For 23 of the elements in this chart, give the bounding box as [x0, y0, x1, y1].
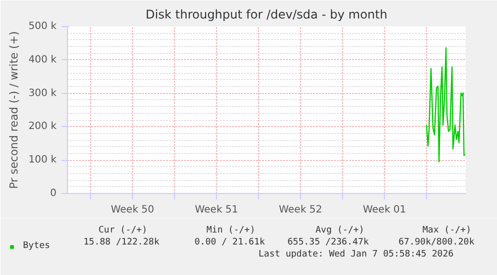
y-tick-label: 500 k	[28, 21, 57, 32]
chart-title: Disk throughput for /dev/sda - by month	[146, 8, 388, 22]
y-tick-label: 0	[50, 188, 57, 199]
text: 15.88 /122.28k	[84, 238, 160, 248]
text: Cur (-/+)	[98, 226, 148, 236]
text: 0.00 / 21.61k	[194, 238, 266, 248]
y-axis-title: Pr second read (-) / write (+)	[7, 31, 20, 189]
x-tick-label: Week 50	[110, 204, 154, 216]
line-series	[426, 47, 466, 162]
y-tick-label: 400 k	[28, 54, 57, 66]
y-tick-label: 200 k	[28, 121, 57, 132]
x-tick-label: Week 51	[194, 204, 238, 216]
text: Avg (-/+)	[316, 226, 364, 236]
legend-label: Bytes	[23, 241, 50, 251]
text: Min (-/+)	[206, 226, 256, 236]
y-tick-label: 100 k	[28, 154, 57, 166]
x-tick-label: Week 52	[278, 204, 322, 216]
text: Max (-/+)	[422, 226, 472, 236]
text: Last update: Wed Jan 7 05:58:45 2026	[258, 250, 454, 260]
text: 655.35 /236.47k	[288, 238, 370, 248]
x-tick-label: Week 01	[362, 204, 406, 216]
text: 67.90k/800.20k	[398, 238, 475, 248]
y-tick-label: 300 k	[28, 88, 57, 99]
